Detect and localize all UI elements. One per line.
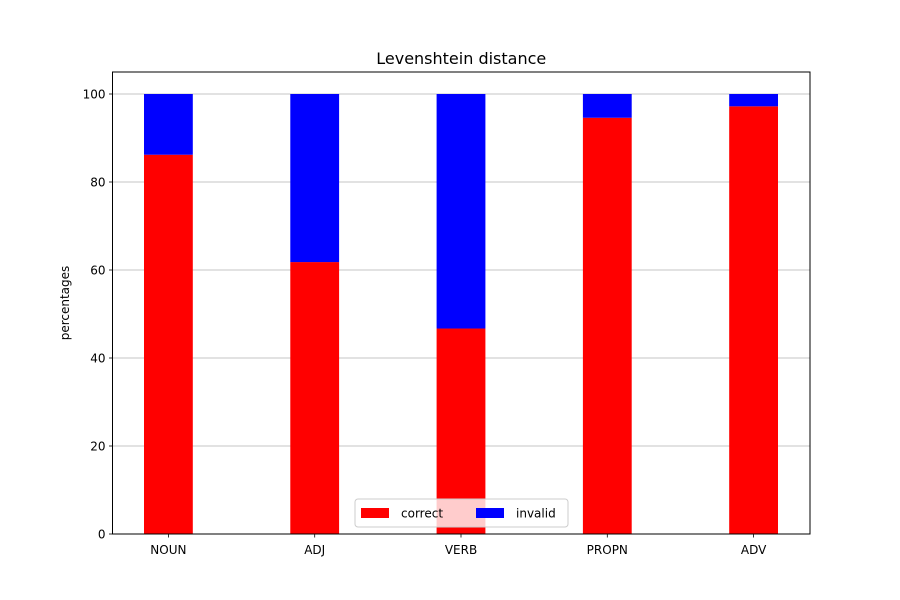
chart-title: Levenshtein distance [376, 49, 546, 68]
y-tick-label: 80 [90, 175, 105, 189]
legend-swatch-invalid [476, 508, 504, 518]
x-tick-label: ADV [741, 543, 767, 557]
x-tick-label: VERB [445, 543, 477, 557]
y-axis-label: percentages [58, 266, 72, 341]
bar-invalid-noun [144, 94, 193, 155]
bar-invalid-adj [290, 94, 340, 263]
bar-correct-propn [582, 117, 632, 534]
bar-correct-noun [144, 154, 193, 534]
y-tick-label: 100 [83, 87, 106, 101]
legend-label-invalid: invalid [516, 507, 556, 521]
y-axis: 0 20 40 60 80 100 [83, 87, 113, 541]
legend-box [354, 498, 569, 528]
bar-invalid-adv [729, 94, 778, 107]
bar-invalid-propn [582, 94, 632, 118]
legend: correct invalid [354, 498, 569, 528]
legend-swatch-correct [361, 508, 389, 518]
x-tick-label: ADJ [304, 543, 325, 557]
x-tick-label: PROPN [587, 543, 628, 557]
legend-label-correct: correct [401, 507, 443, 521]
bar-correct-adj [290, 262, 340, 534]
y-tick-label: 60 [90, 263, 105, 277]
y-tick-label: 20 [90, 439, 105, 453]
x-axis: NOUN ADJ VERB PROPN ADV [150, 534, 767, 557]
x-tick-label: NOUN [150, 543, 186, 557]
bars [144, 94, 778, 534]
y-tick-label: 40 [90, 351, 105, 365]
y-tick-label: 0 [98, 527, 106, 541]
bar-invalid-verb [436, 94, 486, 329]
bar-correct-adv [729, 106, 778, 534]
